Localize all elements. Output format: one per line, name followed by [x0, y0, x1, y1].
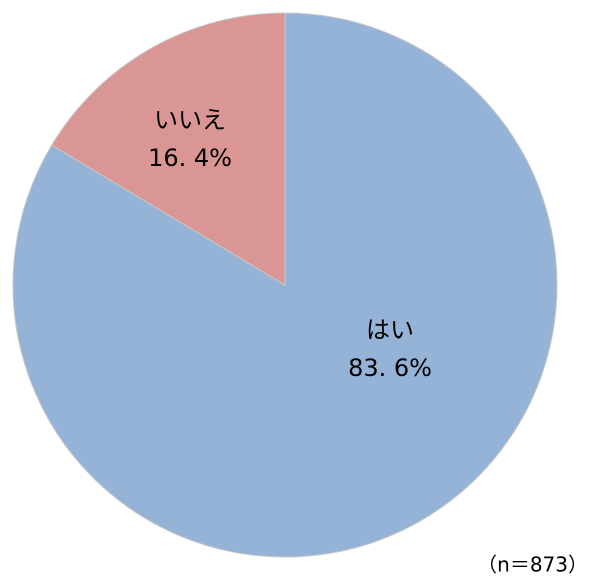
- slice-value-label: 16. 4%: [148, 144, 232, 172]
- slice-label: はい: [366, 316, 414, 344]
- sample-size-note: （n＝873）: [477, 553, 588, 577]
- slice-value-label: 83. 6%: [348, 354, 432, 382]
- pie-slice: [51, 12, 286, 286]
- slice-label: いいえ: [154, 106, 226, 134]
